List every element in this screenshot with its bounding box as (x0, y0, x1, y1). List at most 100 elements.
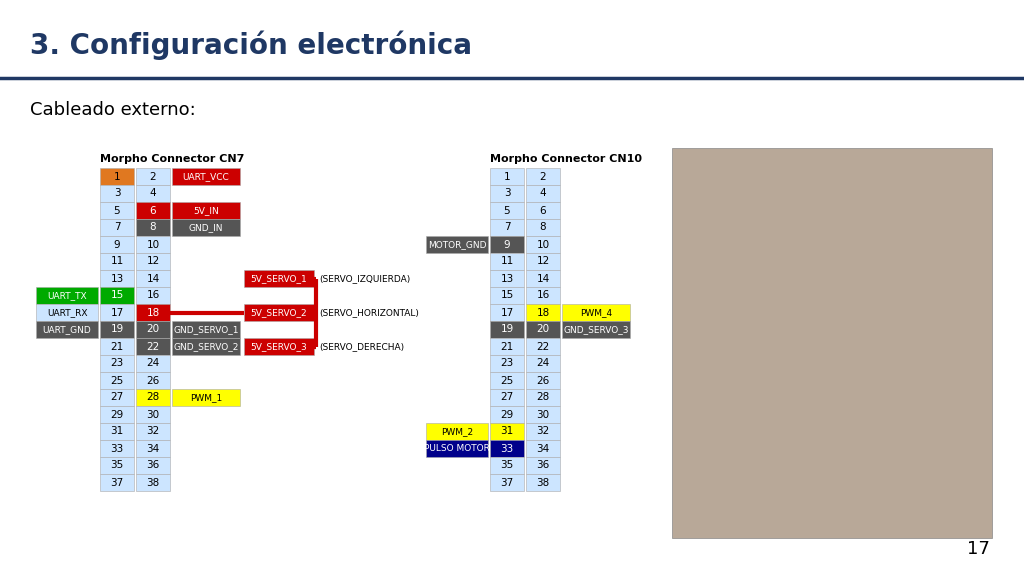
Bar (100, 202, 134, 219)
Text: 5V_SERVO_1: 5V_SERVO_1 (251, 274, 307, 283)
Bar (672, 148, 992, 538)
Bar (490, 304, 524, 321)
Text: 14: 14 (537, 274, 550, 283)
Bar (100, 287, 134, 304)
Bar (526, 372, 560, 389)
Bar (426, 440, 488, 457)
Bar (100, 168, 134, 185)
Text: GND_SERVO_3: GND_SERVO_3 (563, 325, 629, 334)
Bar (244, 270, 314, 287)
Text: 36: 36 (537, 460, 550, 471)
Text: 38: 38 (146, 478, 160, 487)
Bar (490, 440, 524, 457)
Text: GND_SERVO_2: GND_SERVO_2 (173, 342, 239, 351)
Text: 21: 21 (111, 342, 124, 351)
Bar (136, 202, 170, 219)
Bar (100, 440, 134, 457)
Text: 12: 12 (537, 256, 550, 267)
Bar (490, 253, 524, 270)
Text: 34: 34 (146, 444, 160, 453)
Bar (100, 372, 134, 389)
Bar (100, 185, 134, 202)
Text: 21: 21 (501, 342, 514, 351)
Bar (136, 270, 170, 287)
Text: 24: 24 (537, 358, 550, 369)
Text: 18: 18 (146, 308, 160, 317)
Bar (100, 321, 134, 338)
Bar (490, 321, 524, 338)
Text: 37: 37 (111, 478, 124, 487)
Bar (136, 372, 170, 389)
Bar (426, 236, 488, 253)
Bar (490, 423, 524, 440)
Text: 30: 30 (146, 410, 160, 419)
Text: 8: 8 (150, 222, 157, 233)
Text: 1: 1 (114, 172, 120, 181)
Text: 17: 17 (967, 540, 990, 558)
Bar (490, 270, 524, 287)
Text: UART_RX: UART_RX (47, 308, 87, 317)
Bar (526, 202, 560, 219)
Text: 35: 35 (501, 460, 514, 471)
Text: 32: 32 (537, 426, 550, 437)
Bar (136, 406, 170, 423)
Text: 14: 14 (146, 274, 160, 283)
Bar (136, 423, 170, 440)
Bar (136, 321, 170, 338)
Text: 28: 28 (537, 392, 550, 403)
Bar (136, 304, 170, 321)
Text: 16: 16 (146, 290, 160, 301)
Text: 31: 31 (501, 426, 514, 437)
Bar (100, 389, 134, 406)
Bar (100, 270, 134, 287)
Bar (136, 168, 170, 185)
Text: 10: 10 (537, 240, 550, 249)
Text: 6: 6 (150, 206, 157, 215)
Text: 37: 37 (501, 478, 514, 487)
Text: 10: 10 (146, 240, 160, 249)
Text: 22: 22 (537, 342, 550, 351)
Bar (136, 185, 170, 202)
Text: 33: 33 (111, 444, 124, 453)
Text: GND_SERVO_1: GND_SERVO_1 (173, 325, 239, 334)
Bar (100, 338, 134, 355)
Bar (562, 304, 630, 321)
Text: 16: 16 (537, 290, 550, 301)
Bar (172, 338, 240, 355)
Text: 23: 23 (501, 358, 514, 369)
Bar (490, 474, 524, 491)
Bar (172, 168, 240, 185)
Bar (526, 270, 560, 287)
Text: (SERVO_DERECHA): (SERVO_DERECHA) (319, 342, 404, 351)
Bar (490, 457, 524, 474)
Bar (136, 355, 170, 372)
Text: (SERVO_HORIZONTAL): (SERVO_HORIZONTAL) (319, 308, 419, 317)
Text: Morpho Connector CN7: Morpho Connector CN7 (100, 154, 245, 164)
Text: 1: 1 (504, 172, 510, 181)
Text: 7: 7 (504, 222, 510, 233)
Text: 15: 15 (111, 290, 124, 301)
Text: 13: 13 (501, 274, 514, 283)
Bar (526, 287, 560, 304)
Text: 8: 8 (540, 222, 547, 233)
Bar (526, 304, 560, 321)
Text: PWM_1: PWM_1 (189, 393, 222, 402)
Bar (100, 236, 134, 253)
Text: 4: 4 (540, 188, 547, 199)
Text: Cableado externo:: Cableado externo: (30, 101, 196, 119)
Bar (172, 202, 240, 219)
Bar (526, 440, 560, 457)
Bar (526, 168, 560, 185)
Bar (490, 389, 524, 406)
Text: 33: 33 (501, 444, 514, 453)
Text: UART_GND: UART_GND (43, 325, 91, 334)
Text: 18: 18 (537, 308, 550, 317)
Bar (526, 236, 560, 253)
Text: 11: 11 (501, 256, 514, 267)
Text: 17: 17 (111, 308, 124, 317)
Bar (36, 304, 98, 321)
Text: 38: 38 (537, 478, 550, 487)
Text: 9: 9 (504, 240, 510, 249)
Text: 15: 15 (501, 290, 514, 301)
Bar (526, 219, 560, 236)
